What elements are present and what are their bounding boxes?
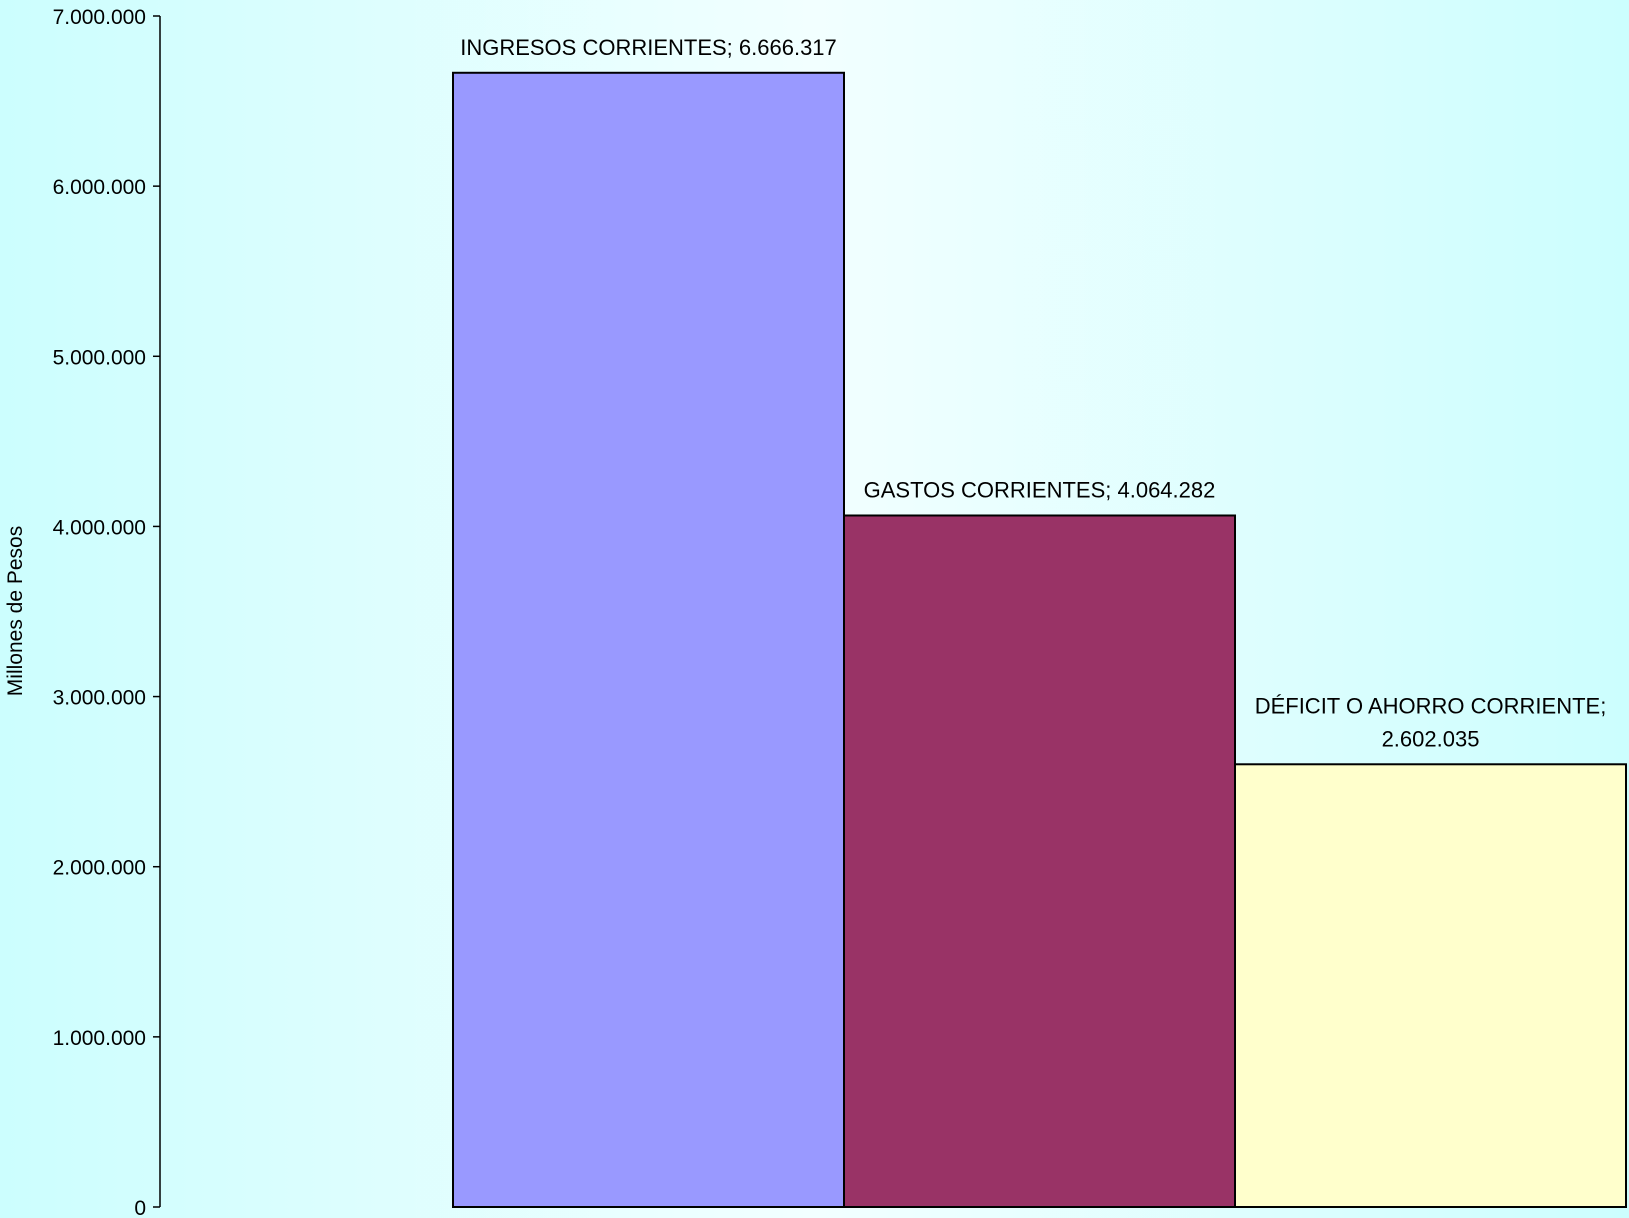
data-label: DÉFICIT O AHORRO CORRIENTE; [1255, 693, 1607, 718]
y-tick-label: 1.000.000 [53, 1027, 146, 1050]
y-axis-title: Millones de Pesos [4, 526, 27, 696]
bar [843, 514, 1236, 1208]
y-tick-label: 3.000.000 [53, 687, 146, 710]
y-axis: 0 1.000.000 2.000.000 3.000.000 4.000.000 5.0… [53, 6, 161, 1218]
bar [1234, 763, 1627, 1209]
y-tick-label: 7.000.000 [53, 6, 146, 29]
y-tick-label: 5.000.000 [53, 346, 146, 369]
data-labels: INGRESOS CORRIENTES; 6.666.317 GASTOS COR… [460, 35, 1606, 752]
data-label: INGRESOS CORRIENTES; 6.666.317 [460, 35, 837, 60]
y-tick-label: 2.000.000 [53, 857, 146, 880]
data-label: GASTOS CORRIENTES; 4.064.282 [864, 477, 1216, 502]
data-label: 2.602.035 [1382, 726, 1480, 751]
y-tick-label: 6.000.000 [53, 176, 146, 199]
bar [452, 71, 845, 1208]
y-tick-label: 0 [134, 1197, 146, 1218]
bars [452, 71, 1627, 1209]
y-tick-label: 4.000.000 [53, 516, 146, 539]
